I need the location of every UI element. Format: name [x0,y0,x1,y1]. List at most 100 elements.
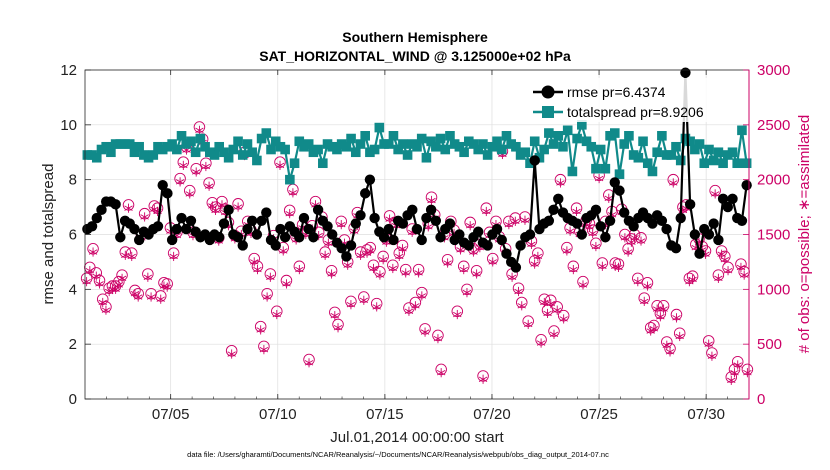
rmse-point [232,232,244,243]
rmse-point [689,229,701,240]
rmse-point [482,240,493,251]
obs-assimilated-marker [404,306,414,316]
totalspread-point [209,150,220,160]
obs-assimilated-marker [478,374,488,384]
totalspread-point [666,150,677,160]
totalspread-point [501,131,512,141]
totalspread-point [591,163,601,174]
rmse-point [96,204,107,216]
obs-assimilated-marker [543,308,552,319]
y-right-tick-label: 3000 [757,62,790,79]
totalspread-point [285,174,295,185]
obs-assimilated-marker [507,272,517,282]
rmse-series [82,67,752,273]
obs-assimilated-marker [453,309,462,320]
rmse-point [435,232,446,243]
rmse-point [303,223,314,235]
totalspread-point [633,152,644,163]
y-right-tick-label: 0 [757,391,765,408]
obs-assimilated-marker [727,375,736,385]
x-axis-label: Jul.01,2014 00:00:00 start [330,429,504,446]
obs-assimilated-marker [272,309,281,320]
totalspread-point [520,147,531,158]
rmse-point [595,221,606,232]
obs-assimilated-marker [546,298,555,309]
rmse-point [491,223,503,235]
rmse-point [345,240,357,251]
obs-assimilated-marker [82,277,91,287]
obs-assimilated-marker [652,304,662,314]
obs-assimilated-marker [710,189,720,199]
obs-assimilated-marker [472,269,481,279]
totalspread-point [341,141,352,152]
y-right-tick-label: 1000 [757,281,790,298]
obs-assimilated-marker [92,271,101,281]
totalspread-point [713,147,724,158]
legend-rmse-marker [541,85,555,99]
obs-assimilated-marker [127,251,136,262]
rmse-point [388,234,399,246]
y-left-tick-label: 2 [69,336,77,353]
rmse-point [242,223,253,235]
y-axis-left-label: rmse and totalspread [40,164,57,305]
obs-assimilated-marker [733,360,742,370]
obs-assimilated-marker [385,214,394,224]
rmse-point [604,215,616,226]
y-axis-right-label: # of obs: o=possible; ∗=assimilated [796,115,813,354]
obs-assimilated-marker [462,288,472,298]
obs-assimilated-marker [130,289,140,299]
totalspread-point [704,144,714,155]
totalspread-point [671,141,681,152]
rmse-point [359,188,371,199]
totalspread-point [562,125,573,136]
totalspread-point [134,141,144,152]
x-tick-label: 07/05 [152,406,190,423]
obs-assimilated-marker [295,264,304,275]
y-right-tick-label: 500 [757,336,782,353]
totalspread-point [675,155,686,166]
obs-assimilated-marker [459,264,468,275]
rmse-point [647,218,658,229]
obs-assimilated-marker [604,193,613,203]
obs-assimilated-marker [536,338,546,348]
rmse-point [322,221,333,232]
totalspread-point [360,131,370,141]
obs-assimilated-marker [217,200,227,210]
rmse-point [571,218,583,229]
totalspread-point [176,131,187,141]
totalspread-point [487,141,498,152]
rmse-point [515,240,526,251]
obs-assimilated-marker [285,209,294,219]
obs-assimilated-marker [665,347,675,357]
obs-assimilated-marker [527,239,536,249]
obs-assimilated-marker [517,301,526,311]
obs-assimilated-marker [343,260,352,270]
rmse-point [411,223,423,235]
rmse-point [407,204,418,216]
rmse-point [576,229,588,240]
totalspread-point [383,139,394,149]
obs-assimilated-marker [414,268,423,278]
rmse-point [543,215,555,226]
obs-assimilated-marker [330,311,340,321]
obs-assimilated-marker [469,247,478,257]
rmse-point [675,212,686,224]
obs-assimilated-marker [633,277,643,287]
obs-assimilated-marker [279,246,288,256]
totalspread-point [294,136,305,147]
totalspread-point [647,166,658,177]
obs-assimilated-marker [378,255,388,265]
totalspread-point [525,158,535,169]
totalspread-point [313,144,323,155]
totalspread-point [732,158,743,169]
rmse-point [341,251,352,262]
rmse-point [115,232,126,243]
totalspread-point [741,158,752,169]
totalspread-point [642,158,653,169]
totalspread-point [572,133,582,144]
obs-assimilated-marker [333,323,343,333]
rmse-point [185,215,197,226]
totalspread-point [614,169,625,179]
totalspread-point [577,120,587,130]
